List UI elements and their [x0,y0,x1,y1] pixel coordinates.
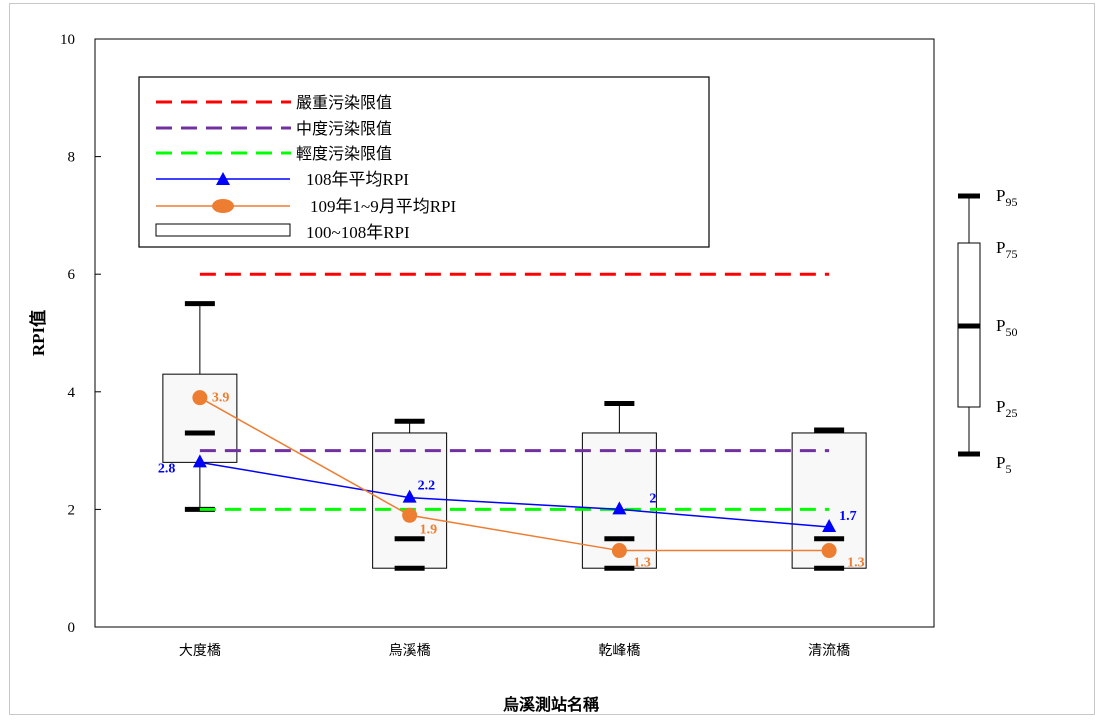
avg108-point [612,501,627,515]
legend-box-swatch [155,223,291,237]
key-label: P75 [996,238,1017,261]
key-label: P95 [996,186,1017,209]
avg109-point [402,507,418,523]
y-tick-label: 2 [68,502,76,518]
avg109-point [611,543,627,559]
avg109-point [192,390,208,406]
avg109-line [199,397,830,552]
x-tick-label: 乾峰橋 [598,643,640,659]
legend-moderate-label: 中度污染限值 [296,119,392,138]
avg109-value-label: 1.9 [420,522,438,537]
avg108-value-label: 2.2 [418,479,436,494]
legend-avg109-label: 109年1~9月平均RPI [310,197,456,216]
x-tick-label: 清流橋 [808,643,850,659]
y-tick-label: 10 [60,32,75,48]
avg108-value-label: 2 [649,491,656,506]
y-tick-label: 8 [68,150,76,166]
threshold-lines [199,272,830,511]
x-tick-label: 大度橋 [179,643,221,659]
avg109-value-label: 3.9 [212,391,230,406]
x-axis-categories: 大度橋 烏溪橋 乾峰橋 清流橋 [179,642,850,659]
x-tick-label: 烏溪橋 [389,642,431,659]
avg108-point [192,454,207,468]
avg108-point [402,489,417,503]
x-axis-label: 烏溪測站名稱 [503,695,599,714]
y-axis: 0 2 4 6 8 10 [60,32,101,636]
key-label: P50 [996,316,1017,339]
legend-circle-marker [212,199,234,213]
legend-light-label: 輕度污染限值 [296,144,392,163]
y-tick-label: 4 [68,385,76,401]
y-axis-label: RPI值 [28,310,48,356]
avg108-point [822,519,837,533]
avg109-value-label: 1.3 [633,556,651,571]
key-labels: P95 P75 P50 P25 P5 [996,186,1017,476]
legend-box-label: 100~108年RPI [306,223,410,242]
key-label: P25 [996,397,1017,420]
avg109-value-label: 1.3 [847,556,865,571]
chart-frame [9,3,1095,715]
avg108-line [199,461,830,528]
legend: 嚴重污染限值 中度污染限值 輕度污染限值 108年平均RPI 109年1~9月平… [138,76,710,248]
avg109-point [821,543,837,559]
legend-triangle-marker [216,172,230,185]
avg108-value-label: 2.8 [158,461,176,476]
legend-box [138,76,710,248]
y-tick-label: 6 [68,267,76,283]
legend-severe-label: 嚴重污染限值 [296,93,392,112]
y-tick-label: 0 [68,620,76,636]
legend-avg108-label: 108年平均RPI [306,170,409,189]
key-label: P5 [996,453,1011,476]
box-plot-key: P95 P75 P50 P25 P5 [957,186,1017,476]
data-series: 2.8 2.2 2 1.7 3.9 1.9 1.3 1.3 [158,390,865,571]
avg108-value-label: 1.7 [839,509,857,524]
